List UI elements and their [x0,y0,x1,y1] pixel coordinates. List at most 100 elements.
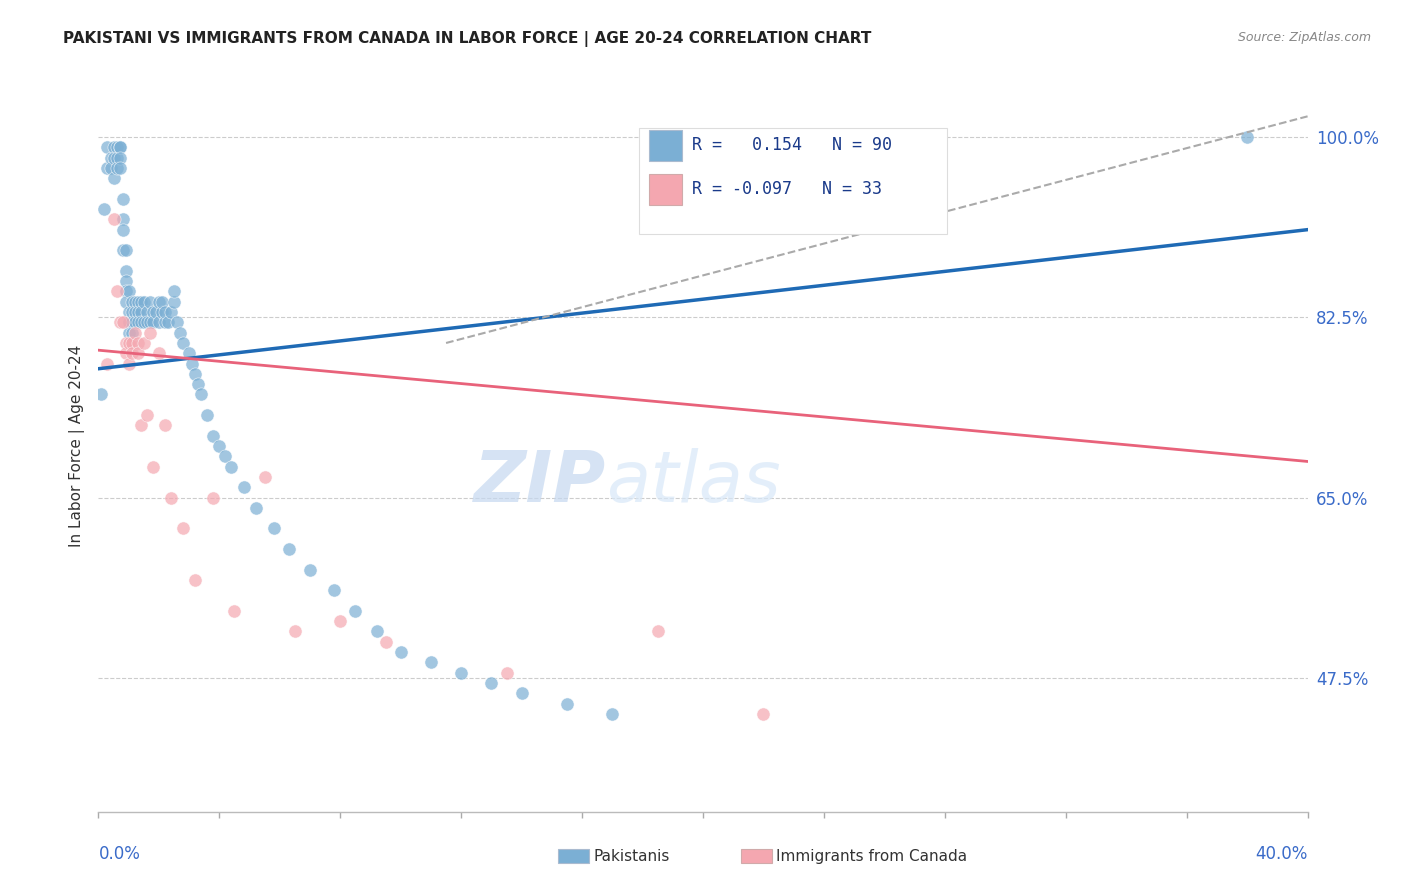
Point [108,140,131,154]
Point [148,294,170,309]
Point [752,706,775,721]
Point [129,305,152,319]
Point [139,326,162,340]
Point [132,315,155,329]
Point [148,315,170,329]
Bar [648,174,682,204]
Point [118,315,141,329]
Point [118,336,141,351]
Point [163,285,186,299]
Point [214,450,236,464]
Point [127,346,149,360]
Point [481,676,503,690]
Point [105,285,128,299]
Point [103,151,125,165]
Point [103,140,125,154]
Point [105,161,128,175]
Point [344,604,367,618]
Point [105,140,128,154]
Point [121,294,143,309]
Point [510,686,533,700]
Point [148,346,170,360]
Point [108,151,131,165]
Point [93,202,115,216]
Point [450,665,472,680]
Point [124,294,146,309]
FancyBboxPatch shape [638,128,948,234]
Point [132,336,155,351]
Point [172,521,194,535]
Point [263,521,285,535]
Point [153,315,176,329]
Point [245,500,267,515]
Point [111,244,134,258]
Point [163,294,186,309]
Point [277,541,299,556]
Point [160,305,183,319]
Point [111,315,134,329]
Text: Source: ZipAtlas.com: Source: ZipAtlas.com [1237,31,1371,45]
Point [100,151,122,165]
Point [253,470,276,484]
Point [323,583,346,598]
Point [127,305,149,319]
Point [108,140,131,154]
Point [114,244,136,258]
Point [114,294,136,309]
Point [96,161,118,175]
Point [121,315,143,329]
Point [299,563,322,577]
Point [127,315,149,329]
Point [153,305,176,319]
Point [100,161,122,175]
Point [139,315,162,329]
Point [190,387,212,401]
Point [145,305,167,319]
Point [329,614,352,628]
Point [129,315,152,329]
Point [202,428,225,442]
Point [1236,130,1258,145]
Point [284,624,307,639]
Point [366,624,388,639]
Point [96,140,118,154]
Text: Immigrants from Canada: Immigrants from Canada [776,849,967,863]
Point [90,387,112,401]
Text: Pakistanis: Pakistanis [593,849,669,863]
Point [111,222,134,236]
Point [208,439,231,453]
Point [108,161,131,175]
Point [103,212,125,227]
Point [495,665,517,680]
Point [114,346,136,360]
Point [150,294,173,309]
Point [195,408,218,422]
Point [114,274,136,288]
Point [166,315,188,329]
Point [111,212,134,227]
Y-axis label: In Labor Force | Age 20-24: In Labor Force | Age 20-24 [69,345,84,547]
Point [135,305,157,319]
Point [105,151,128,165]
Point [118,357,141,371]
Point [555,697,578,711]
Point [124,315,146,329]
Bar [648,130,682,161]
Point [374,634,396,648]
Point [129,294,152,309]
Point [127,336,149,351]
Point [118,285,141,299]
Point [114,336,136,351]
Point [156,315,179,329]
Point [202,491,225,505]
Point [121,336,143,351]
Point [224,604,246,618]
Point [108,315,131,329]
Point [420,656,443,670]
Text: ZIP: ZIP [474,448,606,517]
Point [114,264,136,278]
Point [118,305,141,319]
Point [135,408,157,422]
Text: 40.0%: 40.0% [1256,845,1308,863]
Text: 0.0%: 0.0% [98,845,141,863]
